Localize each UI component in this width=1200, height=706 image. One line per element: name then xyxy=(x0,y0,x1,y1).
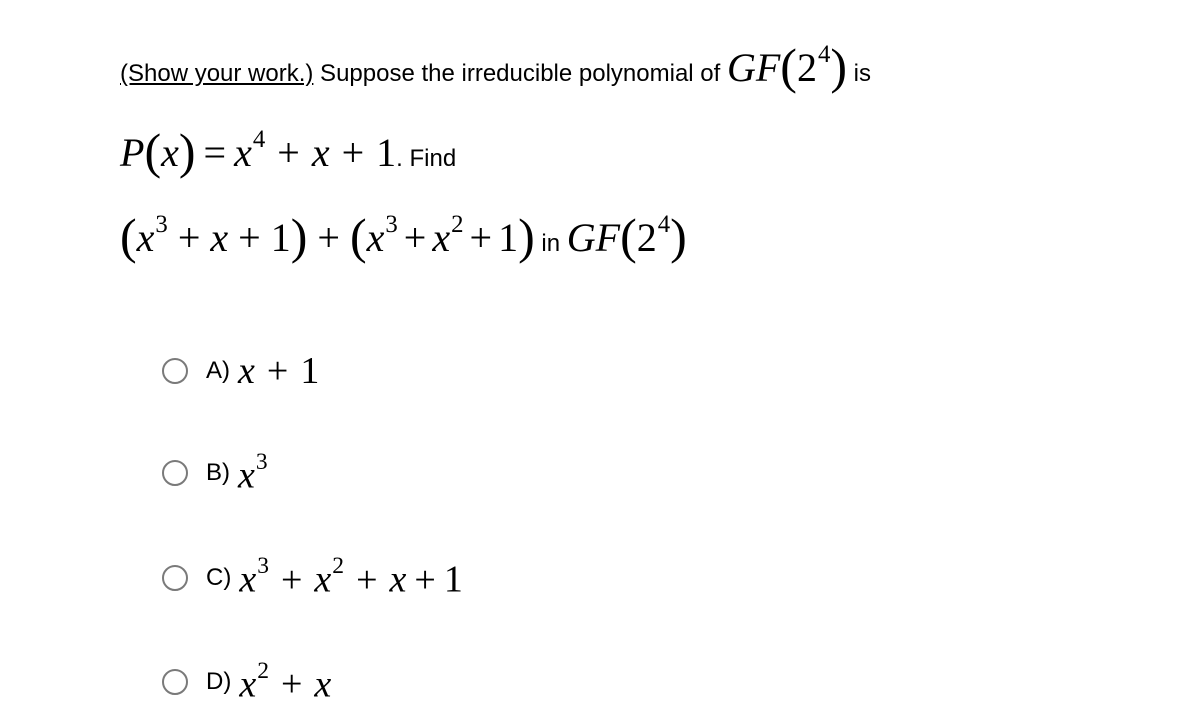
options-list: A) x+1 B) x3 C) x3+x2+x+1 D) x2+x xyxy=(120,349,1130,706)
radio-icon[interactable] xyxy=(162,358,188,384)
option-b-expr: x3 xyxy=(238,449,268,497)
option-d-expr: x2+x xyxy=(239,658,331,706)
gf-24-inline-2: GF(24) xyxy=(567,215,687,260)
prompt-text-4: in xyxy=(535,230,567,257)
option-letter-c: C) xyxy=(206,564,231,592)
option-d[interactable]: D) x2+x xyxy=(162,658,1130,706)
prompt-text-1: Suppose the irreducible polynomial of xyxy=(313,60,727,87)
option-letter-a: A) xyxy=(206,357,230,385)
show-work-text: (Show your work.) xyxy=(120,60,313,87)
option-c-expr: x3+x2+x+1 xyxy=(239,553,463,601)
radio-icon[interactable] xyxy=(162,669,188,695)
poly-p: P(x)=x4+x+1 xyxy=(120,130,396,175)
option-letter-b: B) xyxy=(206,459,230,487)
option-a[interactable]: A) x+1 xyxy=(162,349,1130,393)
gf-24-inline: GF(24) xyxy=(727,45,847,90)
option-c[interactable]: C) x3+x2+x+1 xyxy=(162,553,1130,601)
prompt-text-3: . Find xyxy=(396,145,456,172)
prompt-text-2: is xyxy=(847,60,871,87)
option-b[interactable]: B) x3 xyxy=(162,449,1130,497)
option-a-expr: x+1 xyxy=(238,349,319,393)
radio-icon[interactable] xyxy=(162,460,188,486)
question-prompt: (Show your work.) Suppose the irreducibl… xyxy=(120,22,1080,277)
option-letter-d: D) xyxy=(206,668,231,696)
expr-line: (x3+x+1)+(x3+x2+1) xyxy=(120,215,535,260)
page: (Show your work.) Suppose the irreducibl… xyxy=(0,0,1200,625)
radio-icon[interactable] xyxy=(162,565,188,591)
